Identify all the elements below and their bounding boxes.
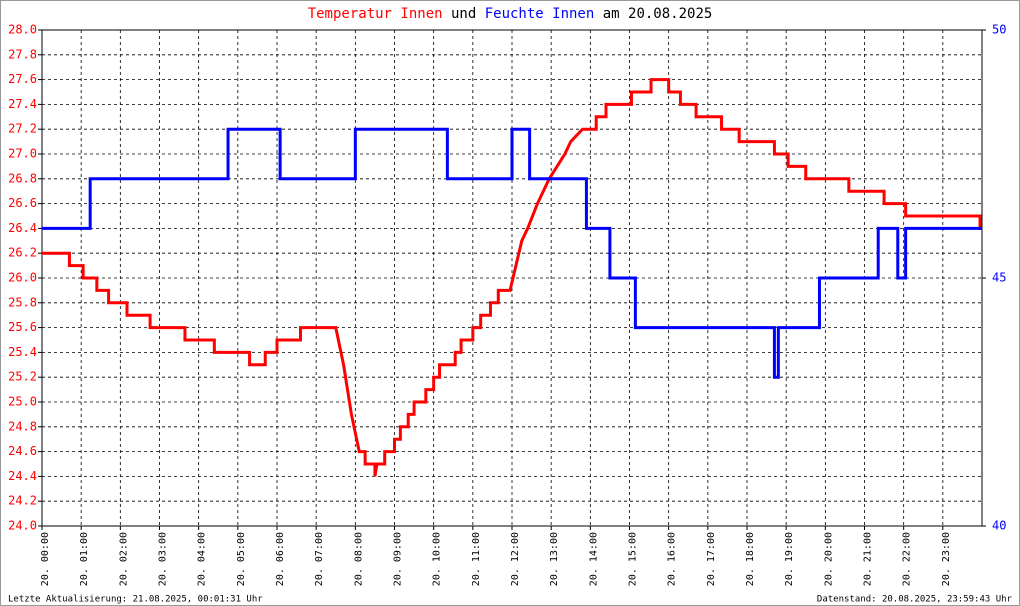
x-tick-label: 20. 01:00 [79, 532, 90, 586]
series-line [42, 127, 982, 379]
y-tick-label: 24.4 [8, 469, 37, 483]
y2-tick-label: 50 [992, 23, 1006, 37]
x-tick-label: 20. 18:00 [745, 532, 756, 586]
x-tick-label: 20. 09:00 [393, 532, 404, 586]
y-tick-label: 26.4 [8, 221, 37, 235]
x-tick-label: 20. 02:00 [118, 532, 129, 586]
x-tick-label: 20. 12:00 [510, 532, 521, 586]
title-series-2: Feuchte Innen [485, 6, 595, 22]
y-tick-label: 24.0 [8, 519, 37, 533]
y-tick-label: 24.8 [8, 419, 37, 433]
x-tick-label: 20. 03:00 [158, 532, 169, 586]
y-tick-label: 26.6 [8, 196, 37, 210]
y2-tick-label: 40 [992, 519, 1006, 533]
x-tick-label: 20. 10:00 [432, 532, 443, 586]
y2-tick-label: 45 [992, 271, 1006, 285]
x-tick-label: 20. 04:00 [197, 532, 208, 586]
y-tick-label: 25.8 [8, 295, 37, 309]
x-tick-label: 20. 07:00 [314, 532, 325, 586]
x-tick-label: 20. 15:00 [628, 532, 639, 586]
y-tick-label: 25.2 [8, 370, 37, 384]
x-tick-label: 20. 23:00 [941, 532, 952, 586]
title-series-1: Temperatur Innen [308, 6, 443, 22]
x-tick-label: 20. 08:00 [353, 532, 364, 586]
y-tick-label: 27.4 [8, 97, 37, 111]
y-tick-label: 25.0 [8, 395, 37, 409]
y-tick-label: 25.4 [8, 345, 37, 359]
y-tick-label: 27.6 [8, 72, 37, 86]
series-line [42, 78, 982, 477]
y-tick-label: 24.6 [8, 444, 37, 458]
x-tick-label: 20. 16:00 [667, 532, 678, 586]
y-tick-label: 25.6 [8, 320, 37, 334]
footer-right: Datenstand: 20.08.2025, 23:59:43 Uhr [817, 595, 1013, 605]
x-tick-label: 20. 05:00 [236, 532, 247, 586]
x-tick-label: 20. 14:00 [588, 532, 599, 586]
y-tick-label: 24.2 [8, 494, 37, 508]
chart-title: Temperatur Innen und Feuchte Innen am 20… [308, 6, 713, 22]
y-tick-label: 26.2 [8, 246, 37, 260]
y-tick-label: 28.0 [8, 23, 37, 37]
x-tick-label: 20. 06:00 [275, 532, 286, 586]
y-tick-label: 27.2 [8, 122, 37, 136]
plot-border [41, 29, 983, 527]
y-tick-label: 27.0 [8, 147, 37, 161]
title-part: und [451, 6, 476, 22]
y-tick-label: 26.8 [8, 171, 37, 185]
title-part: am 20.08.2025 [603, 6, 713, 22]
x-tick-label: 20. 13:00 [549, 532, 560, 586]
x-tick-label: 20. 11:00 [471, 532, 482, 586]
x-tick-label: 20. 20:00 [823, 532, 834, 586]
x-tick-label: 20. 21:00 [863, 532, 874, 586]
x-tick-label: 20. 17:00 [706, 532, 717, 586]
footer-left: Letzte Aktualisierung: 21.08.2025, 00:01… [8, 595, 263, 605]
x-tick-label: 20. 22:00 [902, 532, 913, 586]
x-tick-label: 20. 00:00 [40, 532, 51, 586]
y-tick-label: 26.0 [8, 271, 37, 285]
y-tick-label: 27.8 [8, 47, 37, 61]
x-tick-label: 20. 19:00 [784, 532, 795, 586]
